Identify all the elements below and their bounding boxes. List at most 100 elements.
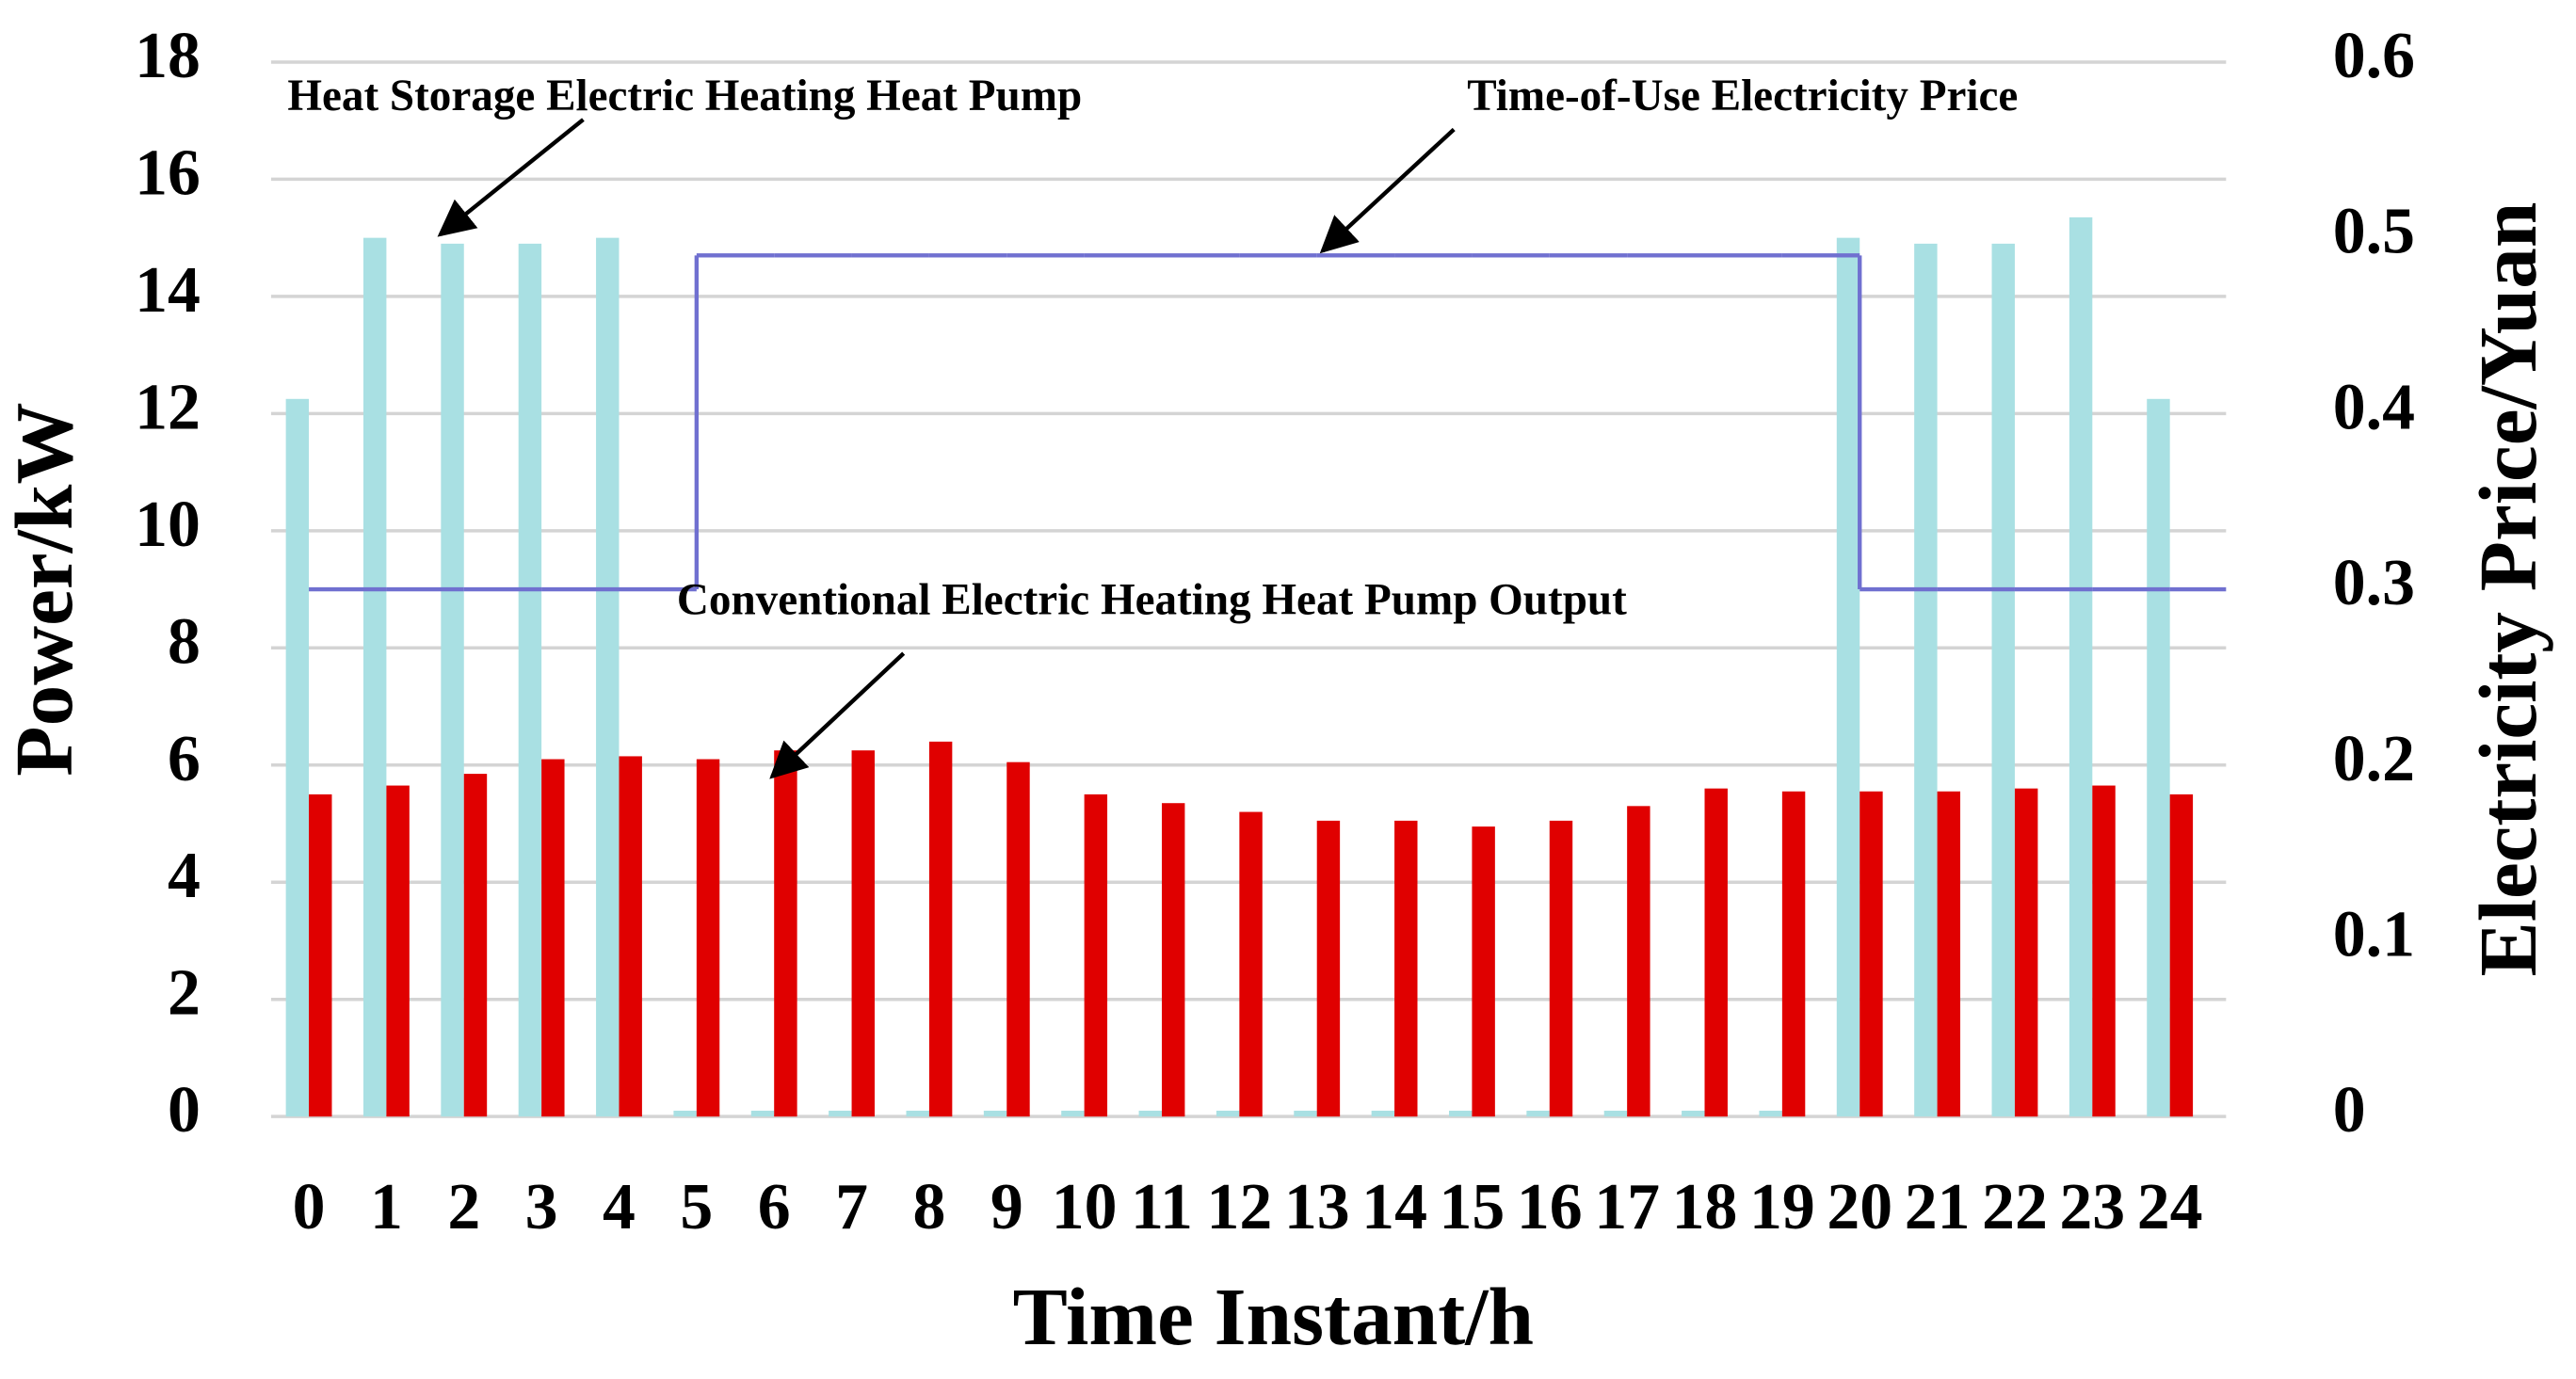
- bar: [696, 759, 720, 1117]
- y2-tick-label: 0.4: [2333, 371, 2415, 443]
- bar: [1472, 826, 1495, 1117]
- annotation: Time-of-Use Electricity Price: [1467, 72, 2018, 120]
- x-tick-label: 21: [1905, 1171, 1971, 1243]
- bar: [1704, 788, 1728, 1117]
- x-tick-label: 8: [912, 1171, 945, 1243]
- bar: [750, 1110, 775, 1117]
- annotation: Heat Storage Electric Heating Heat Pump: [287, 72, 1082, 120]
- arrow: [1319, 127, 1456, 254]
- bar: [906, 1110, 929, 1117]
- bar: [774, 750, 797, 1117]
- x-tick-label: 17: [1594, 1171, 1660, 1243]
- y2-tick-label: 0.1: [2333, 898, 2415, 970]
- y-axis-label: Power/kW: [0, 402, 89, 776]
- x-tick-label: 12: [1206, 1171, 1272, 1243]
- x-tick-label: 3: [525, 1171, 558, 1243]
- bar: [386, 785, 410, 1117]
- y-tick-label: 18: [135, 20, 201, 92]
- bar: [1836, 237, 1860, 1117]
- y-tick-label: 12: [135, 371, 201, 443]
- bar: [1084, 794, 1108, 1117]
- bar: [2069, 216, 2093, 1117]
- marks: [285, 216, 2227, 1117]
- bar: [309, 794, 332, 1117]
- y-tick-label: 10: [135, 489, 201, 561]
- annotation: Conventional Electric Heating Heat Pump …: [677, 576, 1627, 625]
- x-tick-label: 18: [1672, 1171, 1738, 1243]
- x-tick-label: 5: [680, 1171, 713, 1243]
- x-tick-label: 9: [990, 1171, 1023, 1243]
- bar: [1914, 243, 1938, 1117]
- bar: [2169, 794, 2194, 1117]
- bar: [1603, 1110, 1628, 1117]
- bar: [1759, 1110, 1782, 1117]
- bar: [619, 756, 642, 1117]
- x-tick-label: 0: [293, 1171, 326, 1243]
- y2-tick-label: 0.5: [2333, 196, 2415, 268]
- bar: [518, 243, 542, 1117]
- bar: [851, 750, 875, 1117]
- y-tick-label: 6: [168, 723, 201, 795]
- y-tick-label: 4: [168, 840, 201, 912]
- x-tick-label: 22: [1982, 1171, 2048, 1243]
- bar: [463, 774, 488, 1117]
- bar: [1239, 811, 1263, 1117]
- bar: [1526, 1110, 1550, 1117]
- y-tick-label: 2: [168, 957, 201, 1030]
- bar: [1161, 803, 1185, 1117]
- x-tick-label: 7: [835, 1171, 868, 1243]
- bar: [1549, 820, 1573, 1117]
- bar: [1682, 1110, 1705, 1117]
- x-tick-label: 1: [370, 1171, 403, 1243]
- bar: [596, 237, 620, 1117]
- y-tick-label: 16: [135, 136, 201, 209]
- y2-axis-label: Electricity Price/Yuan: [2462, 202, 2553, 977]
- bar: [285, 398, 310, 1117]
- y2-tick-label: 0.2: [2333, 723, 2415, 795]
- bar: [2147, 398, 2170, 1117]
- bar: [673, 1110, 697, 1117]
- y2-tick-label: 0: [2333, 1074, 2366, 1146]
- x-tick-label: 10: [1052, 1171, 1118, 1243]
- x-tick-label: 14: [1361, 1171, 1427, 1243]
- x-axis-label: Time Instant/h: [1013, 1271, 1534, 1362]
- bar: [1991, 243, 2015, 1117]
- x-tick-label: 6: [758, 1171, 791, 1243]
- x-tick-label: 4: [603, 1171, 636, 1243]
- bar: [541, 759, 565, 1117]
- bar: [1394, 820, 1418, 1117]
- y2-tick-label: 0.3: [2333, 547, 2415, 619]
- x-tick-label: 13: [1284, 1171, 1350, 1243]
- bar: [829, 1110, 852, 1117]
- x-tick-label: 19: [1749, 1171, 1815, 1243]
- arrow: [769, 651, 906, 779]
- x-tick-label: 2: [447, 1171, 480, 1243]
- bar: [441, 243, 464, 1117]
- bar: [1061, 1110, 1085, 1117]
- bar: [1937, 791, 1961, 1117]
- bar: [983, 1110, 1007, 1117]
- y-tick-label: 0: [168, 1074, 201, 1146]
- bar: [1627, 806, 1650, 1117]
- bar: [2014, 788, 2038, 1117]
- bar: [1006, 762, 1030, 1117]
- bar: [1371, 1110, 1395, 1117]
- bar: [1449, 1110, 1473, 1117]
- bar: [928, 741, 953, 1117]
- y2-tick-label: 0.6: [2333, 20, 2415, 92]
- x-tick-label: 20: [1827, 1171, 1892, 1243]
- bar: [1316, 820, 1341, 1117]
- x-tick-label: 23: [2059, 1171, 2125, 1243]
- bar: [362, 237, 387, 1117]
- bar: [1216, 1110, 1240, 1117]
- x-tick-label: 15: [1440, 1171, 1505, 1243]
- x-tick-label: 24: [2137, 1171, 2203, 1243]
- y-tick-label: 8: [168, 605, 201, 678]
- bar: [1294, 1110, 1317, 1117]
- bar: [1781, 791, 1806, 1117]
- x-tick-label: 16: [1517, 1171, 1583, 1243]
- bar: [2092, 785, 2116, 1117]
- arrow: [437, 118, 585, 237]
- x-tick-label: 11: [1131, 1171, 1193, 1243]
